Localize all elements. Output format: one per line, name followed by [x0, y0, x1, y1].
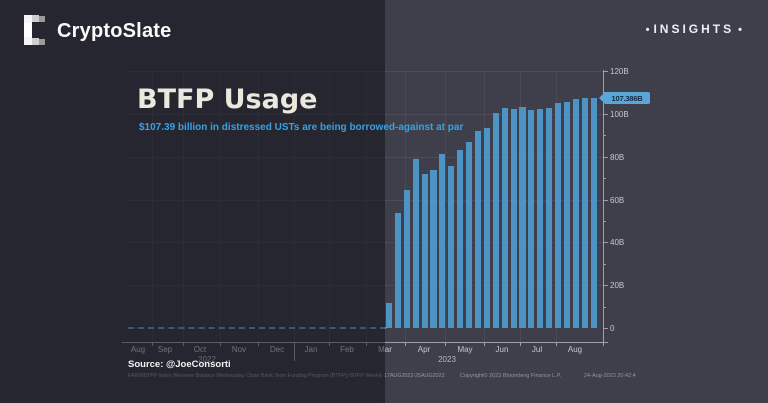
x-boundary-tick — [519, 342, 521, 346]
year-label: 2022 — [198, 355, 216, 364]
bar — [546, 107, 553, 328]
x-month-label: Apr — [417, 344, 431, 354]
bar — [385, 302, 393, 328]
h-gridline — [128, 242, 603, 244]
y-major-tick — [603, 71, 608, 72]
h-gridline — [128, 199, 603, 201]
h-gridline — [128, 156, 603, 158]
bar — [483, 127, 490, 328]
last-value-label: 107.386B — [611, 93, 643, 103]
bar — [474, 131, 482, 328]
v-gridline — [258, 71, 259, 342]
x-boundary-tick — [556, 342, 557, 346]
x-month-label: Aug — [567, 344, 583, 354]
x-boundary-tick — [258, 342, 259, 346]
year-label: 2023 — [438, 355, 456, 364]
bloomberg-copyright: Copyright© 2023 Bloomberg Finance L.P. — [460, 373, 562, 379]
h-gridline — [128, 285, 603, 287]
v-gridline — [366, 71, 367, 342]
y-tick-label: 40B — [610, 238, 625, 248]
x-month-label: Aug — [130, 344, 146, 354]
bar — [563, 101, 571, 328]
x-month-label: Jun — [495, 344, 509, 354]
v-gridline — [294, 71, 295, 342]
bar — [412, 158, 419, 328]
y-minor-tick — [603, 135, 606, 137]
x-boundary-tick — [404, 342, 406, 346]
bar — [519, 107, 526, 328]
h-gridline — [128, 71, 603, 72]
bar — [537, 108, 544, 328]
x-month-label: Sep — [157, 344, 173, 354]
x-month-label: May — [457, 344, 473, 354]
y-minor-tick — [603, 178, 606, 180]
bar — [501, 108, 508, 328]
x-boundary-tick — [366, 342, 367, 346]
v-gridline — [151, 71, 153, 342]
last-value-badge: 107.386B — [599, 92, 650, 104]
v-gridline — [329, 71, 330, 342]
x-month-label: Jul — [531, 344, 543, 354]
y-tick-label: 120B — [610, 67, 629, 76]
bar — [590, 98, 597, 328]
y-major-tick — [603, 199, 608, 201]
x-month-label: Mar — [378, 344, 392, 354]
x-boundary-tick — [219, 342, 221, 346]
v-gridline — [182, 71, 184, 342]
bloomberg-index-line: FARWBTFP Index (Reserve Balance Wednesda… — [128, 373, 445, 379]
x-boundary-tick — [444, 342, 446, 346]
x-month-label: Nov — [231, 344, 247, 354]
y-minor-tick — [603, 306, 606, 308]
bar — [421, 174, 428, 328]
v-gridline — [219, 71, 221, 342]
y-major-tick — [603, 156, 608, 158]
bar — [581, 98, 588, 328]
zero-dashed-line — [128, 327, 386, 329]
bar — [572, 99, 579, 328]
x-boundary-tick — [603, 342, 604, 346]
x-boundary-tick — [151, 342, 153, 346]
y-tick-label: 0 — [610, 324, 615, 333]
y-tick-label: 20B — [610, 281, 625, 291]
y-major-tick — [603, 113, 608, 115]
bar — [430, 169, 437, 328]
y-minor-tick — [603, 220, 606, 222]
h-gridline — [128, 113, 603, 115]
bar — [403, 190, 410, 328]
x-month-label: Feb — [340, 344, 354, 354]
bar — [457, 150, 464, 328]
y-major-tick — [603, 328, 608, 329]
y-tick-label: 60B — [610, 195, 625, 205]
x-month-label: Jan — [304, 344, 318, 354]
y-minor-tick — [603, 263, 606, 265]
y-tick-label: 80B — [610, 152, 625, 162]
y-major-tick — [603, 285, 608, 287]
bar — [555, 102, 562, 328]
x-boundary-tick — [483, 342, 485, 346]
bloomberg-datetime: 24-Aug-2023 20:42:4 — [584, 373, 636, 379]
bar — [510, 108, 517, 328]
bar — [492, 113, 499, 328]
x-month-label: Oct — [193, 344, 207, 354]
bar — [439, 153, 446, 328]
year-separator-tick — [294, 342, 295, 361]
bar — [528, 109, 535, 328]
x-boundary-tick — [329, 342, 330, 346]
y-axis-line — [603, 70, 604, 342]
y-major-tick — [603, 242, 608, 244]
x-boundary-tick — [182, 342, 184, 346]
bar — [448, 165, 455, 328]
y-tick-label: 100B — [610, 109, 629, 119]
bar — [394, 212, 401, 328]
x-month-label: Dec — [269, 344, 285, 354]
x-axis-line — [122, 342, 608, 343]
bar — [466, 141, 473, 328]
